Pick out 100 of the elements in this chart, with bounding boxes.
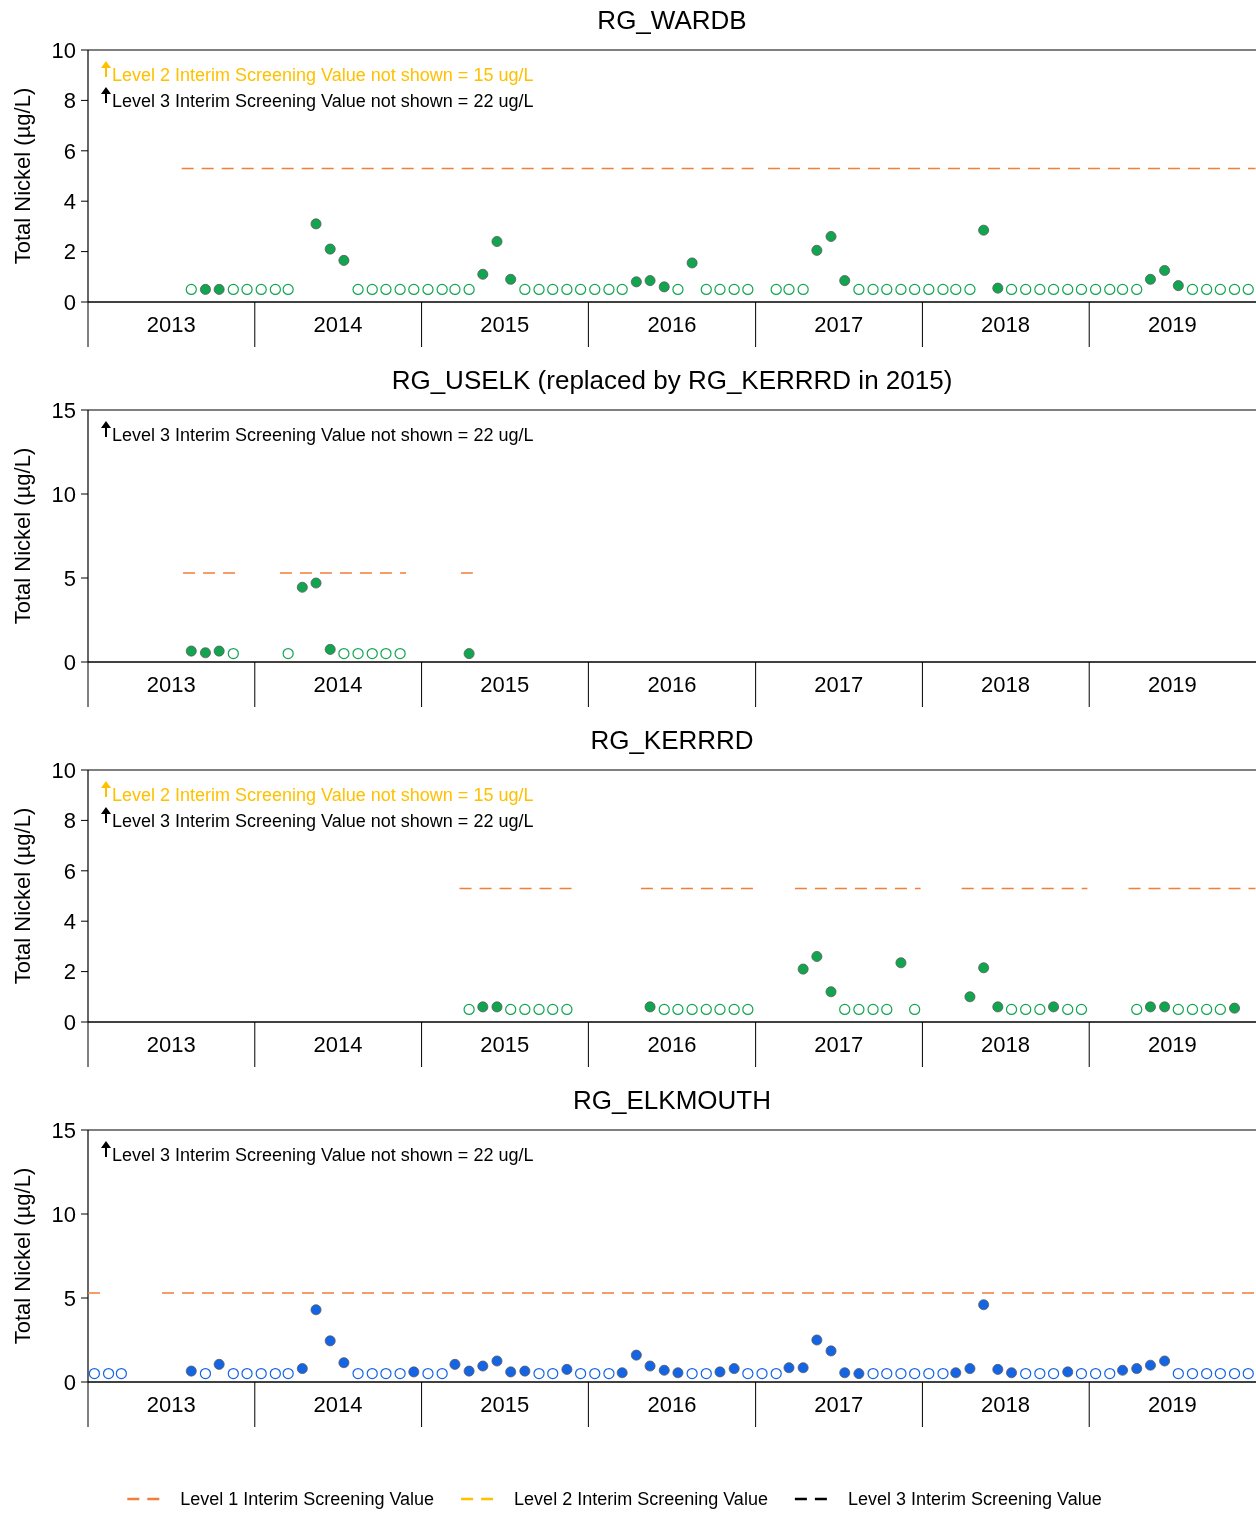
point [227,1367,239,1380]
point [519,283,531,296]
y-tick-label: 6 [63,138,76,164]
point [491,236,503,247]
point [1242,1367,1254,1380]
point [380,1367,392,1380]
point [282,647,294,660]
point [1117,1364,1129,1376]
point [1131,1363,1143,1374]
point [394,647,406,660]
point [700,1367,712,1380]
point [1034,1367,1046,1380]
point [436,283,448,296]
point [255,283,267,296]
point [1201,1003,1213,1016]
point [477,1001,489,1013]
y-tick-label: 0 [63,289,76,315]
point [867,1367,879,1380]
point [1005,283,1018,296]
point [616,283,628,296]
point [756,1367,768,1380]
point [686,1367,698,1380]
x-tick-label: 2016 [647,312,697,337]
point [1034,283,1046,296]
point [1186,1367,1199,1380]
point [1214,1367,1226,1380]
point [1145,1001,1156,1013]
point [1186,283,1199,296]
x-tick-label: 2013 [146,312,196,337]
point [491,1355,503,1367]
point [1145,1359,1156,1371]
y-tick-label: 4 [63,908,76,934]
point [700,1003,712,1016]
point [1075,283,1088,296]
point [825,986,837,998]
y-tick-label: 10 [51,1201,76,1227]
point [338,1357,350,1369]
point [1006,1367,1017,1379]
chart-title: RG_KERRRD [590,725,754,755]
point [728,1003,740,1016]
point [366,283,378,296]
point [491,1001,503,1013]
y-tick-label: 15 [51,1117,76,1143]
point [227,647,239,660]
point [881,283,893,296]
point [589,283,601,296]
point [547,1367,559,1380]
y-tick-label: 10 [51,481,76,507]
y-tick-label: 0 [63,1009,76,1035]
point [296,1363,308,1374]
point [366,1367,378,1380]
point [867,283,879,296]
point [547,1003,559,1016]
point [1104,1367,1116,1380]
point [1020,1367,1032,1380]
point [825,231,837,242]
chart-title: RG_WARDB [597,5,747,35]
point [561,283,573,296]
point [978,962,990,974]
point [978,224,990,236]
point [672,283,684,296]
point [88,1367,101,1380]
x-tick-label: 2015 [480,672,530,697]
point [1020,1003,1032,1016]
point [1104,283,1116,296]
point [477,1360,489,1372]
point [185,645,197,657]
annotation: Level 2 Interim Screening Value not shown = 15 ug/L [112,65,534,85]
point [1214,283,1226,296]
point [881,1003,893,1016]
point [213,1358,225,1370]
point [992,1363,1004,1375]
x-tick-label: 2013 [146,672,196,697]
point [213,283,225,295]
point [352,647,364,660]
point [839,1003,851,1016]
point [644,1360,656,1372]
point [185,1365,197,1377]
point [449,283,461,296]
x-tick-label: 2016 [647,1392,697,1417]
annotation: Level 3 Interim Screening Value not shown = 22 ug/L [112,91,534,111]
x-tick-label: 2014 [313,672,363,697]
point [937,283,949,296]
point [895,1367,907,1380]
point [310,577,322,589]
point [630,1349,642,1361]
point [686,257,698,269]
point [338,647,350,660]
point [1186,1003,1199,1016]
point [992,282,1004,294]
x-tick-label: 2017 [814,1032,864,1057]
point [589,1367,601,1380]
y-tick-label: 8 [63,88,76,114]
point [1062,1003,1074,1016]
x-tick-label: 2018 [981,1032,1031,1057]
point [380,647,392,660]
y-tick-label: 0 [63,1369,76,1395]
point [1020,283,1032,296]
point [811,1334,823,1346]
x-tick-label: 2019 [1147,1032,1197,1057]
